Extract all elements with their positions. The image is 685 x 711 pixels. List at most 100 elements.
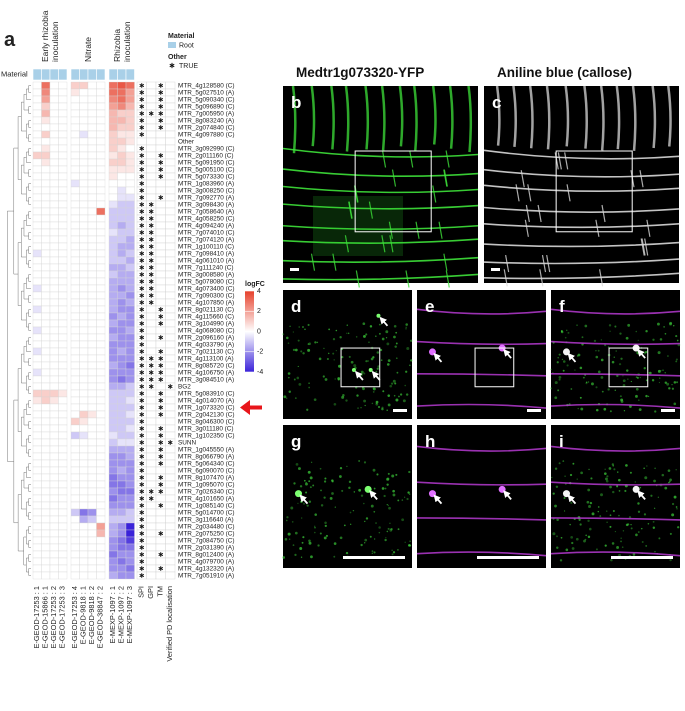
heat-cell — [58, 95, 68, 104]
heat-cell — [70, 102, 80, 111]
row-label: MTR_4g061010 (A) — [178, 257, 234, 264]
speckle — [558, 353, 561, 356]
heat-cell — [58, 193, 68, 202]
heat-cell — [87, 487, 97, 496]
true-marker — [158, 307, 164, 312]
heat-cell — [32, 508, 42, 517]
speckle — [625, 464, 628, 467]
dendrogram — [28, 421, 31, 429]
dendrogram — [28, 183, 31, 191]
true-marker — [139, 209, 145, 214]
heat-cell — [32, 151, 42, 160]
annotation-cell — [146, 543, 157, 552]
heat-cell — [41, 95, 51, 104]
true-marker — [158, 160, 164, 165]
cell-wall — [483, 272, 680, 280]
speckle — [623, 410, 626, 412]
heat-cell — [58, 389, 68, 398]
speckle — [308, 541, 312, 545]
heat-cell — [96, 550, 106, 559]
heat-cell — [117, 487, 127, 496]
heat-cell — [58, 417, 68, 426]
dendrogram — [28, 197, 31, 205]
group-label: inoculation — [122, 21, 132, 62]
heat-cell — [108, 389, 118, 398]
heat-cell — [58, 368, 68, 377]
row-label: MTR_1g085140 (C) — [178, 502, 234, 509]
heat-cell — [117, 564, 127, 573]
cell-wall — [445, 150, 450, 168]
heat-cell — [70, 564, 80, 573]
heat-cell — [117, 116, 127, 125]
annotation-cell — [165, 165, 176, 174]
heat-cell — [70, 473, 80, 482]
speckle — [399, 393, 403, 396]
highlight-arrow — [240, 400, 262, 415]
heat-cell — [125, 172, 135, 181]
speckle — [671, 513, 675, 517]
row-label: MTR_8g046300 (C) — [178, 418, 234, 425]
cell-wall — [641, 238, 646, 256]
heat-cell — [79, 249, 89, 258]
speckle — [297, 339, 300, 342]
speckle — [408, 544, 410, 547]
row-label: MTR_5g083910 (C) — [178, 390, 234, 397]
speckle — [577, 407, 579, 410]
row-label: MTR_6g090070 (C) — [178, 467, 234, 474]
row-label: BG2 — [178, 383, 191, 390]
speckle — [303, 479, 306, 482]
membrane — [416, 373, 547, 377]
heat-cell — [70, 536, 80, 545]
annotation-cell — [146, 431, 157, 440]
heat-cell — [87, 221, 97, 230]
cell-wall — [355, 270, 360, 288]
heat-cell — [87, 333, 97, 342]
heat-cell — [70, 284, 80, 293]
annotation-cell — [165, 228, 176, 237]
heat-cell — [96, 431, 106, 440]
annotation-cell — [165, 88, 176, 97]
membrane — [416, 308, 547, 315]
cell-wall — [443, 253, 448, 271]
speckle — [370, 504, 374, 508]
heat-cell — [49, 291, 59, 300]
speckle — [635, 330, 637, 333]
speckle — [595, 548, 598, 551]
heat-cell — [87, 144, 97, 153]
annotation-cell — [155, 221, 166, 230]
heat-cell — [125, 305, 135, 314]
speckle — [644, 350, 648, 354]
speckle — [322, 375, 325, 378]
root-hair — [615, 85, 621, 150]
heat-cell — [117, 515, 127, 524]
heat-cell — [70, 571, 80, 580]
speckle — [333, 555, 336, 558]
heat-cell — [117, 403, 127, 412]
speckle — [608, 467, 612, 470]
heat-cell — [70, 508, 80, 517]
speckle — [290, 506, 294, 510]
heat-cell — [41, 137, 51, 146]
heat-cell — [79, 256, 89, 265]
heat-cell — [87, 165, 97, 174]
heat-cell — [87, 515, 97, 524]
speckle — [308, 386, 311, 389]
heat-cell — [32, 81, 42, 90]
speckle — [556, 535, 558, 538]
speckle — [661, 473, 665, 477]
heat-cell — [96, 242, 106, 251]
image-bg — [484, 86, 679, 283]
heat-cell — [49, 88, 59, 97]
heat-cell — [96, 487, 106, 496]
heat-cell — [87, 473, 97, 482]
heat-cell — [58, 263, 68, 272]
pointer — [379, 316, 389, 327]
heat-cell — [79, 543, 89, 552]
annotation-cell — [165, 284, 176, 293]
speckle — [339, 336, 342, 339]
heat-cell — [79, 179, 89, 188]
cell-wall — [405, 270, 410, 288]
speckle — [614, 325, 617, 328]
row-label: MTR_4g094240 (A) — [178, 222, 234, 229]
speckle — [616, 546, 619, 549]
